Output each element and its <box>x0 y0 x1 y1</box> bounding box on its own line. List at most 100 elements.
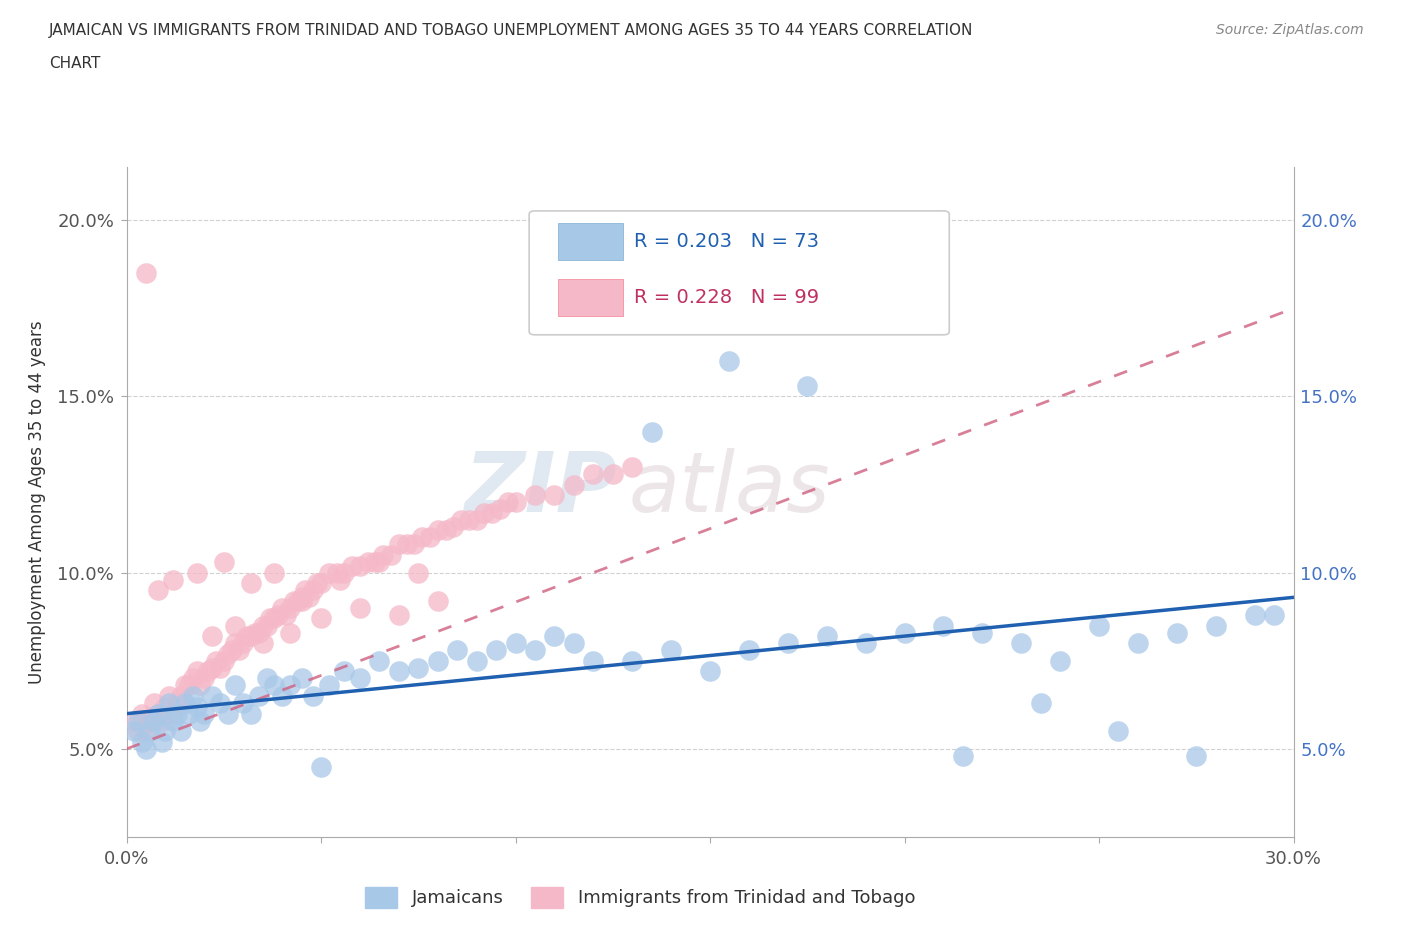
Point <box>201 629 224 644</box>
Point <box>325 565 347 580</box>
Point <box>309 611 332 626</box>
Point <box>252 636 274 651</box>
Point <box>247 688 270 703</box>
Point <box>349 671 371 685</box>
Point <box>496 495 519 510</box>
Point <box>278 601 301 616</box>
Point <box>738 643 761 658</box>
Point <box>142 696 165 711</box>
Point <box>162 572 184 587</box>
Point <box>434 523 457 538</box>
Point <box>1010 636 1032 651</box>
Point <box>465 512 488 527</box>
FancyBboxPatch shape <box>558 223 623 259</box>
Point <box>252 618 274 633</box>
Point <box>368 654 391 669</box>
Point <box>1126 636 1149 651</box>
Point <box>131 706 153 721</box>
Point <box>170 688 193 703</box>
Point <box>166 706 188 721</box>
Point <box>224 678 246 693</box>
Point <box>1088 618 1111 633</box>
Point <box>1205 618 1227 633</box>
Point <box>205 654 228 669</box>
Text: atlas: atlas <box>628 448 830 529</box>
Point <box>157 688 180 703</box>
Point <box>972 625 994 640</box>
Point <box>256 671 278 685</box>
Point <box>380 548 402 563</box>
Point <box>236 629 259 644</box>
Point <box>271 688 294 703</box>
Point <box>309 759 332 774</box>
Point <box>457 512 479 527</box>
Point <box>307 576 329 591</box>
Point <box>621 459 644 474</box>
Point <box>446 643 468 658</box>
Point <box>224 636 246 651</box>
Point <box>426 654 449 669</box>
Point <box>186 565 208 580</box>
Point <box>162 706 184 721</box>
Point <box>212 554 235 569</box>
Point <box>333 565 356 580</box>
Point <box>283 593 305 608</box>
Point <box>263 611 285 626</box>
Point <box>641 424 664 439</box>
Point <box>426 593 449 608</box>
Point <box>318 565 340 580</box>
Point <box>562 477 585 492</box>
Point <box>505 636 527 651</box>
Point <box>146 706 169 721</box>
Point <box>485 643 508 658</box>
Point <box>166 696 188 711</box>
Text: JAMAICAN VS IMMIGRANTS FROM TRINIDAD AND TOBAGO UNEMPLOYMENT AMONG AGES 35 TO 44: JAMAICAN VS IMMIGRANTS FROM TRINIDAD AND… <box>49 23 973 38</box>
Point <box>174 678 197 693</box>
Point <box>135 724 157 738</box>
Point <box>523 487 546 502</box>
Point <box>582 467 605 482</box>
Point <box>481 505 503 520</box>
Point <box>131 735 153 750</box>
Point <box>932 618 955 633</box>
Text: CHART: CHART <box>49 56 101 71</box>
Point <box>170 724 193 738</box>
Point <box>1263 607 1285 622</box>
Point <box>408 660 430 675</box>
Point <box>217 706 239 721</box>
Point <box>349 601 371 616</box>
Text: ZIP: ZIP <box>464 448 617 529</box>
Point <box>174 696 197 711</box>
Point <box>340 558 363 573</box>
Point <box>228 643 250 658</box>
Point <box>699 664 721 679</box>
Point <box>232 636 254 651</box>
Point <box>329 572 352 587</box>
Point <box>302 583 325 598</box>
Point <box>201 688 224 703</box>
Point <box>426 523 449 538</box>
Point <box>404 537 426 551</box>
Point <box>224 618 246 633</box>
Point <box>139 713 162 728</box>
Point <box>135 741 157 756</box>
Point <box>796 379 818 393</box>
Point <box>190 713 212 728</box>
Point <box>243 625 266 640</box>
Point <box>267 607 290 622</box>
Point <box>373 548 395 563</box>
Point <box>602 467 624 482</box>
Point <box>441 520 464 535</box>
Point <box>408 565 430 580</box>
Point <box>150 735 173 750</box>
Text: Source: ZipAtlas.com: Source: ZipAtlas.com <box>1216 23 1364 37</box>
Point <box>177 706 200 721</box>
Point <box>582 654 605 669</box>
Point <box>263 678 285 693</box>
Point <box>181 671 204 685</box>
Point <box>1185 749 1208 764</box>
Point <box>186 664 208 679</box>
Point <box>290 671 312 685</box>
Point <box>186 699 208 714</box>
Point <box>256 618 278 633</box>
